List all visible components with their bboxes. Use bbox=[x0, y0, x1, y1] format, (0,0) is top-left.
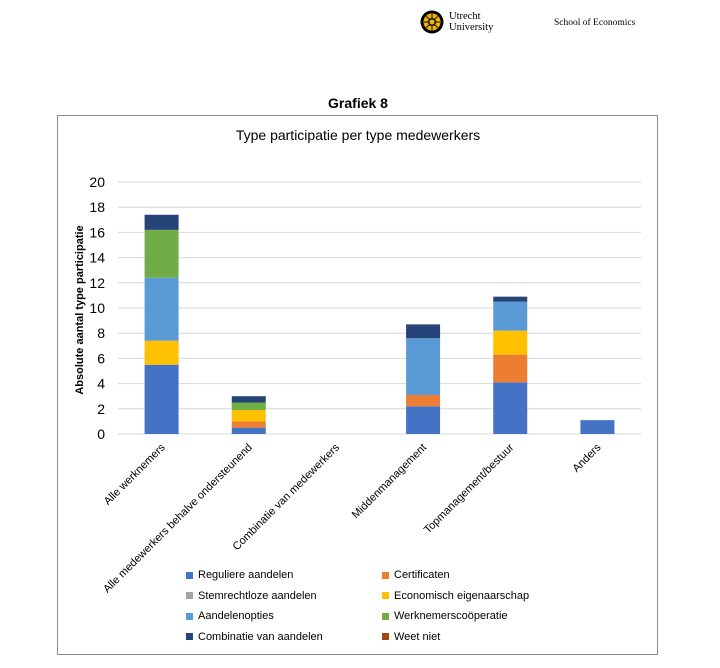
x-tick-label: Combinatie van medewerkers bbox=[231, 441, 343, 553]
y-tick-label: 0 bbox=[97, 426, 105, 442]
x-tick-label: Topmanagement/bestuur bbox=[422, 441, 517, 536]
bar-segment bbox=[493, 330, 528, 355]
legend-label: Aandelenopties bbox=[198, 610, 274, 622]
legend-swatch bbox=[186, 633, 193, 640]
legend-item: Certificaten bbox=[382, 569, 450, 581]
bar-segment bbox=[231, 427, 266, 434]
legend-item: Weet niet bbox=[382, 631, 440, 643]
bar-segment bbox=[144, 214, 179, 230]
y-tick-label: 4 bbox=[97, 376, 105, 392]
bar-segment bbox=[493, 382, 528, 434]
legend-swatch bbox=[382, 592, 389, 599]
x-tick-label: Alle werknemers bbox=[102, 441, 168, 507]
y-tick-label: 6 bbox=[97, 350, 105, 366]
legend-swatch bbox=[186, 571, 193, 579]
y-axis-label: Absolute aantal type participatie bbox=[74, 225, 86, 394]
bar-segment bbox=[406, 394, 441, 407]
legend-label: Stemrechtloze aandelen bbox=[198, 589, 317, 602]
legend-swatch bbox=[186, 592, 193, 599]
legend-swatch bbox=[382, 633, 389, 640]
bar-segment bbox=[493, 296, 528, 302]
legend-swatch bbox=[382, 571, 389, 579]
legend-label: Certificaten bbox=[394, 569, 450, 581]
x-tick-label: Middenmanagement bbox=[350, 442, 429, 521]
bar-segment bbox=[144, 364, 179, 434]
bar-segment bbox=[406, 338, 441, 395]
bar-segment bbox=[144, 340, 179, 365]
chart-title: Type participatie per type medewerkers bbox=[236, 127, 480, 143]
bar-segment bbox=[493, 301, 528, 331]
university-logo: Utrecht University bbox=[420, 10, 493, 34]
bar-segment bbox=[406, 324, 441, 339]
bar-segment bbox=[144, 229, 179, 278]
bar-segment bbox=[493, 354, 528, 383]
legend-label: Reguliere aandelen bbox=[198, 569, 294, 581]
y-tick-label: 18 bbox=[89, 199, 105, 215]
legend-item: Economisch eigenaarschap bbox=[382, 590, 529, 602]
legend-label: Combinatie van aandelen bbox=[198, 630, 323, 643]
legend-item: Combinatie van aandelen bbox=[186, 631, 323, 643]
chart-container: Type participatie per type medewerkers A… bbox=[57, 115, 658, 655]
bar-segment bbox=[231, 410, 266, 422]
logo-line-2: University bbox=[449, 22, 494, 33]
x-tick-label: Anders bbox=[570, 441, 603, 474]
bar-segment bbox=[231, 402, 266, 411]
sun-seal-icon bbox=[420, 10, 444, 34]
y-tick-label: 10 bbox=[89, 300, 105, 316]
figure-title: Grafiek 8 bbox=[328, 95, 388, 111]
bar-segment bbox=[231, 421, 266, 428]
legend-label: Werknemerscoöperatie bbox=[394, 610, 508, 622]
legend-label: Economisch eigenaarschap bbox=[394, 589, 530, 602]
legend-swatch bbox=[382, 612, 389, 620]
y-tick-label: 16 bbox=[89, 224, 105, 240]
y-tick-label: 8 bbox=[97, 325, 105, 341]
y-tick-label: 20 bbox=[89, 174, 105, 190]
bar-segment bbox=[580, 420, 615, 434]
legend-item: Stemrechtloze aandelen bbox=[186, 590, 317, 602]
stacked-bar-chart: Type participatie per type medewerkers A… bbox=[74, 127, 641, 595]
y-tick-label: 14 bbox=[89, 250, 105, 266]
legend-label: Weet niet bbox=[394, 630, 441, 643]
bar-segment bbox=[144, 277, 179, 341]
bar-segment bbox=[406, 406, 441, 434]
school-name: School of Economics bbox=[554, 18, 636, 28]
y-tick-label: 2 bbox=[97, 401, 105, 417]
bar-segment bbox=[231, 396, 266, 403]
y-tick-label: 12 bbox=[89, 275, 105, 291]
legend-item: Reguliere aandelen bbox=[186, 569, 293, 581]
legend-item: Werknemerscoöperatie bbox=[382, 610, 508, 622]
legend-swatch bbox=[186, 612, 193, 620]
legend-item: Aandelenopties bbox=[186, 610, 274, 622]
logo-line-1: Utrecht bbox=[449, 11, 481, 22]
